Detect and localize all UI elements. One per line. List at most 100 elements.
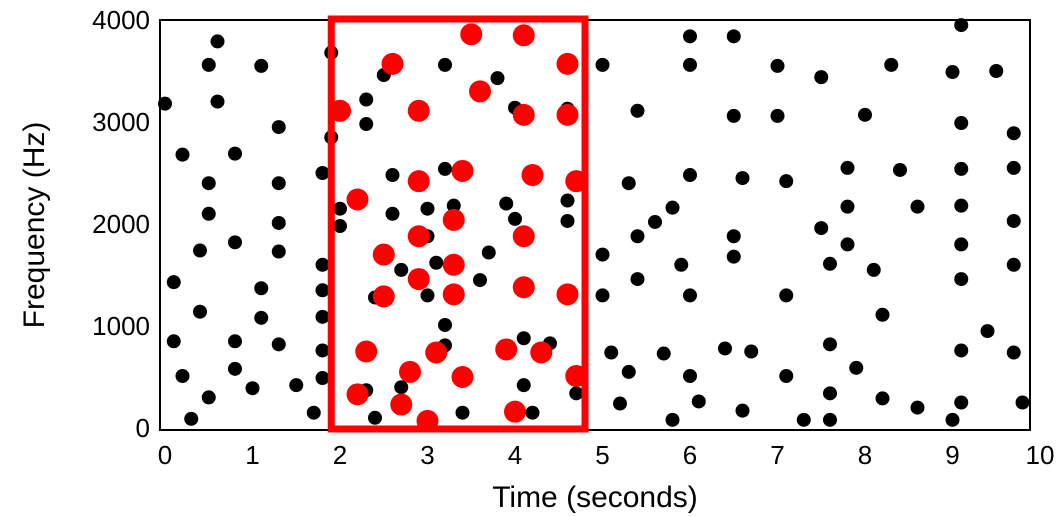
red-point <box>442 283 465 306</box>
black-point <box>779 288 794 303</box>
black-points-series <box>158 18 1030 427</box>
black-point <box>315 166 330 180</box>
black-point <box>875 391 890 406</box>
red-point <box>530 341 553 364</box>
black-point <box>1006 257 1021 272</box>
black-point <box>595 247 610 262</box>
red-point <box>407 170 430 193</box>
black-point <box>683 168 697 183</box>
black-point <box>884 57 899 72</box>
red-point <box>521 164 544 187</box>
black-point <box>1006 213 1021 228</box>
black-point <box>385 206 400 221</box>
black-point <box>1015 395 1030 410</box>
black-point <box>201 390 216 405</box>
black-point <box>516 331 531 346</box>
red-point <box>556 52 579 75</box>
red-point <box>425 341 448 364</box>
y-tick-label: 3000 <box>92 107 150 137</box>
x-tick-label: 3 <box>420 440 434 470</box>
black-point <box>254 58 269 73</box>
black-point <box>333 201 347 216</box>
black-point <box>683 57 697 72</box>
red-point <box>556 283 579 306</box>
red-point <box>556 103 579 126</box>
black-point <box>910 199 925 214</box>
black-point <box>228 235 242 250</box>
y-axis-title: Frequency (Hz) <box>18 122 51 329</box>
red-point <box>355 340 378 363</box>
black-point <box>954 198 969 213</box>
black-point <box>560 213 575 228</box>
x-axis-ticks: 0 1 2 3 4 5 6 7 8 9 10 <box>158 440 1055 470</box>
black-point <box>446 198 461 213</box>
x-tick-label: 0 <box>158 440 172 470</box>
red-point <box>372 285 395 308</box>
red-point <box>346 188 369 211</box>
black-point <box>858 107 872 122</box>
black-point <box>420 288 435 303</box>
black-point <box>394 262 409 277</box>
plot-frame <box>159 19 1031 431</box>
black-point <box>420 201 435 216</box>
black-point <box>175 147 190 162</box>
black-point <box>726 249 741 264</box>
black-point <box>866 262 881 277</box>
black-point <box>630 229 645 244</box>
red-point <box>407 225 430 248</box>
black-point <box>875 307 890 322</box>
red-point <box>512 24 535 47</box>
black-point <box>674 257 689 272</box>
black-point <box>954 272 969 287</box>
black-point <box>770 58 785 73</box>
black-point <box>726 29 741 44</box>
black-point <box>954 161 969 176</box>
black-point <box>166 275 181 290</box>
x-tick-label: 9 <box>945 440 959 470</box>
x-tick-label: 1 <box>245 440 259 470</box>
black-point <box>315 257 330 272</box>
black-point <box>779 368 794 383</box>
black-point <box>455 405 470 420</box>
black-point <box>604 345 619 360</box>
black-point <box>271 337 286 352</box>
black-point <box>945 412 960 427</box>
black-point <box>210 94 225 109</box>
black-point <box>228 334 242 349</box>
black-point <box>385 168 400 183</box>
red-point <box>407 268 430 291</box>
black-point <box>683 29 697 44</box>
black-point <box>665 200 680 215</box>
black-point <box>814 221 829 236</box>
black-point <box>438 57 452 72</box>
black-point <box>201 206 216 221</box>
x-tick-label: 6 <box>683 440 697 470</box>
red-point <box>372 243 395 266</box>
x-tick-label: 4 <box>508 440 522 470</box>
x-tick-label: 7 <box>770 440 784 470</box>
black-point <box>718 341 732 356</box>
red-point <box>390 393 413 416</box>
red-point <box>504 400 526 423</box>
black-point <box>954 237 969 252</box>
black-point <box>193 304 207 319</box>
y-tick-label: 1000 <box>92 311 150 341</box>
black-point <box>429 255 444 270</box>
x-tick-label: 5 <box>595 440 609 470</box>
black-point <box>595 57 610 72</box>
black-point <box>359 92 374 107</box>
red-point <box>442 208 465 231</box>
black-point <box>648 214 662 229</box>
black-point <box>438 317 452 332</box>
black-point <box>814 70 829 85</box>
black-point <box>621 176 636 191</box>
black-point <box>201 57 216 72</box>
black-point <box>989 64 1004 78</box>
red-point <box>469 80 491 103</box>
red-points-series <box>329 23 588 432</box>
black-point <box>1006 126 1021 141</box>
black-point <box>210 34 225 49</box>
y-tick-label: 0 <box>136 413 150 443</box>
black-point <box>954 395 969 410</box>
black-point <box>394 380 409 395</box>
